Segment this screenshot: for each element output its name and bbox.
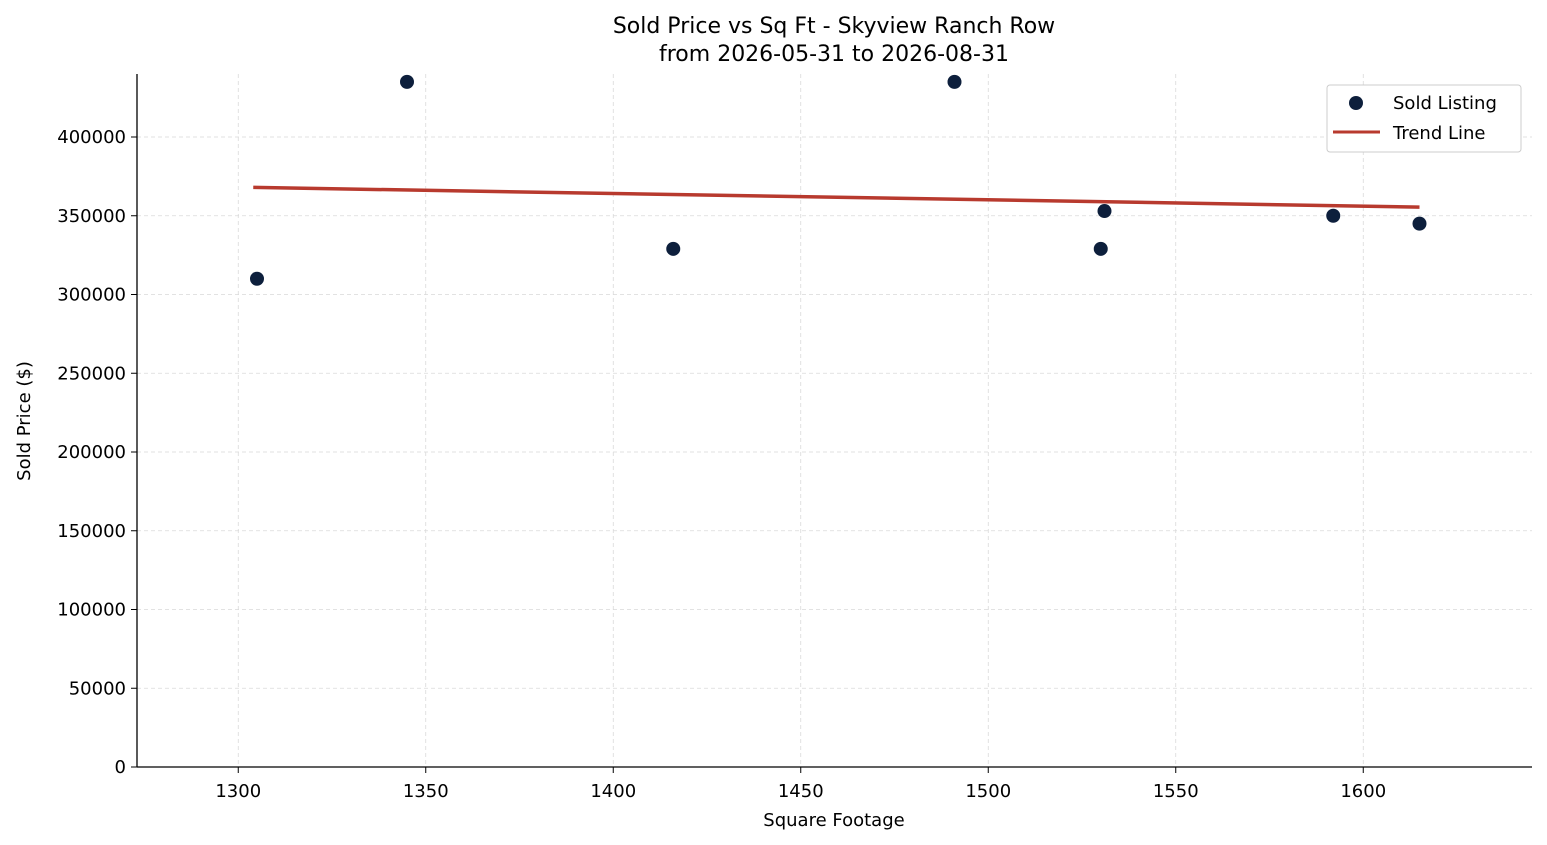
x-tick-label: 1400	[590, 781, 636, 802]
x-tick-label: 1550	[1153, 781, 1199, 802]
data-point	[1093, 241, 1108, 256]
trend-line	[253, 185, 1420, 209]
x-tick-label: 1600	[1340, 781, 1386, 802]
y-tick-label: 300000	[57, 285, 126, 306]
y-tick-label: 150000	[57, 521, 126, 542]
y-tick-label: 200000	[57, 442, 126, 463]
x-tick-label: 1450	[778, 781, 824, 802]
data-point	[400, 74, 414, 89]
legend-marker-sold-listing	[1349, 96, 1363, 110]
data-point	[1326, 208, 1341, 223]
y-tick-label: 350000	[57, 206, 126, 227]
legend-box	[1326, 84, 1522, 153]
data-point	[1097, 204, 1112, 219]
y-tick-label: 100000	[57, 600, 126, 621]
y-tick-label: 250000	[57, 363, 126, 384]
grid-lines	[137, 74, 1532, 768]
x-axis-label: Square Footage	[763, 810, 904, 831]
y-tick-label: 400000	[57, 127, 126, 148]
x-tick-label: 1350	[403, 781, 449, 802]
axes	[131, 74, 1532, 773]
y-tick-label: 50000	[69, 678, 126, 699]
legend-label-trend-line: Trend Line	[1392, 123, 1486, 144]
legend: Sold Listing Trend Line	[1326, 84, 1522, 153]
data-point	[666, 241, 681, 256]
chart-subtitle: from 2026-05-31 to 2026-08-31	[659, 42, 1009, 67]
legend-label-sold-listing: Sold Listing	[1393, 93, 1497, 114]
y-tick-label: 0	[115, 757, 126, 778]
data-point	[250, 271, 264, 286]
data-point	[947, 74, 962, 89]
x-tick-label: 1500	[965, 781, 1011, 802]
x-tick-label: 1300	[215, 781, 261, 802]
y-axis-label: Sold Price ($)	[14, 361, 35, 481]
data-point	[1412, 216, 1427, 231]
chart-title: Sold Price vs Sq Ft - Skyview Ranch Row	[613, 14, 1055, 39]
tick-labels: 1300 1350 1400 1450 1500 1550 1600 0 50000 100000…	[57, 127, 1386, 802]
plot-area	[250, 74, 1427, 286]
